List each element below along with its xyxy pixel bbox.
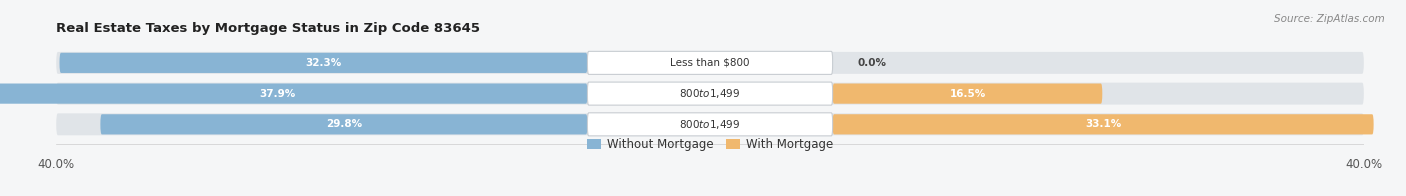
FancyBboxPatch shape (56, 83, 1364, 105)
Text: $800 to $1,499: $800 to $1,499 (679, 87, 741, 100)
Text: 33.1%: 33.1% (1085, 119, 1121, 129)
FancyBboxPatch shape (588, 51, 832, 74)
FancyBboxPatch shape (56, 113, 1364, 135)
FancyBboxPatch shape (56, 52, 1364, 74)
Legend: Without Mortgage, With Mortgage: Without Mortgage, With Mortgage (582, 133, 838, 156)
Text: 0.0%: 0.0% (858, 58, 886, 68)
FancyBboxPatch shape (100, 114, 588, 134)
Text: 16.5%: 16.5% (949, 89, 986, 99)
FancyBboxPatch shape (832, 114, 1374, 134)
FancyBboxPatch shape (832, 83, 1102, 104)
FancyBboxPatch shape (588, 82, 832, 105)
Text: 37.9%: 37.9% (260, 89, 295, 99)
FancyBboxPatch shape (0, 83, 588, 104)
Text: Real Estate Taxes by Mortgage Status in Zip Code 83645: Real Estate Taxes by Mortgage Status in … (56, 22, 481, 35)
Text: 32.3%: 32.3% (305, 58, 342, 68)
Text: Source: ZipAtlas.com: Source: ZipAtlas.com (1274, 14, 1385, 24)
FancyBboxPatch shape (59, 53, 588, 73)
FancyBboxPatch shape (588, 113, 832, 136)
Text: $800 to $1,499: $800 to $1,499 (679, 118, 741, 131)
Text: Less than $800: Less than $800 (671, 58, 749, 68)
Text: 29.8%: 29.8% (326, 119, 361, 129)
